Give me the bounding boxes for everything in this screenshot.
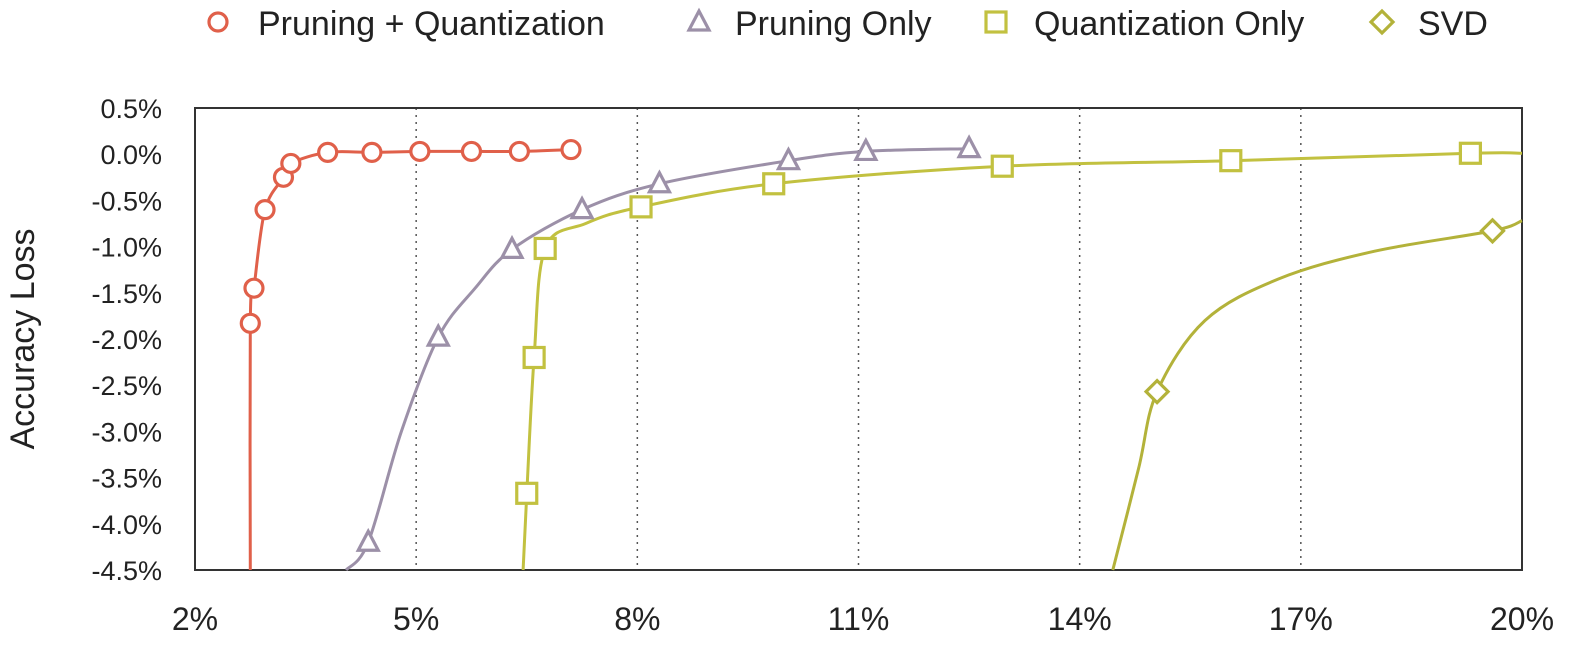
- y-tick-label: 0.5%: [100, 94, 162, 124]
- data-point-svd: [1479, 217, 1506, 245]
- data-point-pruning-quantization: [243, 277, 265, 299]
- data-point-pruning-quantization: [239, 312, 261, 334]
- data-point-quantization-only: [522, 345, 546, 370]
- data-point-quantization-only: [533, 236, 557, 261]
- data-point-pruning-quantization: [280, 152, 302, 175]
- plot-frame: [194, 107, 1523, 571]
- y-tick-label: -2.0%: [91, 325, 162, 355]
- y-tick-label: -0.5%: [91, 186, 162, 216]
- data-point-quantization-only: [1458, 141, 1482, 165]
- series-line-svd: [1111, 219, 1523, 571]
- y-tick-label: -4.5%: [91, 556, 162, 586]
- data-point-quantization-only: [629, 195, 653, 219]
- legend-label-pruning-only: Pruning Only: [735, 5, 932, 43]
- data-point-svd: [1143, 378, 1171, 405]
- data-point-pruning-only: [775, 146, 802, 171]
- data-point-pruning-quantization: [508, 140, 530, 163]
- legend-label-svd: SVD: [1418, 5, 1488, 43]
- legend-marker-svd: [1368, 8, 1396, 36]
- series-line-pruning-only: [344, 147, 970, 572]
- series-line-quantization-only: [521, 151, 1523, 571]
- data-point-quantization-only: [1219, 149, 1243, 173]
- data-point-pruning-only: [499, 234, 525, 259]
- data-point-pruning-only: [569, 195, 595, 220]
- data-point-pruning-only: [853, 136, 879, 162]
- y-tick-label: -3.5%: [91, 464, 162, 494]
- data-point-pruning-quantization: [460, 140, 483, 163]
- marker-layer: [239, 134, 1506, 552]
- x-tick-label: 2%: [172, 601, 218, 637]
- data-point-pruning-quantization: [254, 199, 276, 221]
- data-point-pruning-only: [355, 527, 381, 552]
- curve-layer: [248, 147, 1523, 572]
- data-point-quantization-only: [990, 154, 1014, 178]
- data-point-pruning-only: [646, 169, 673, 194]
- x-tick-label: 11%: [828, 601, 890, 637]
- y-tick-label: -1.0%: [91, 233, 162, 263]
- data-point-quantization-only: [762, 172, 786, 196]
- y-tick-label: -1.5%: [91, 279, 162, 309]
- y-tick-label: -3.0%: [91, 417, 162, 447]
- legend-label-pruning-quantization: Pruning + Quantization: [258, 5, 605, 43]
- x-tick-labels: 2% 5% 8% 11% 14% 17% 20%: [172, 601, 1554, 637]
- data-point-pruning-quantization: [317, 141, 339, 163]
- legend-marker-quantization-only: [984, 10, 1008, 34]
- data-point-pruning-only: [956, 134, 982, 159]
- x-tick-label: 14%: [1048, 601, 1112, 637]
- data-point-pruning-quantization: [361, 141, 383, 163]
- x-tick-label: 5%: [393, 601, 439, 637]
- y-axis-title: Accuracy Loss: [4, 228, 42, 449]
- data-point-pruning-quantization: [409, 140, 431, 163]
- y-tick-label: 0.0%: [100, 140, 162, 170]
- x-tick-label: 8%: [614, 601, 660, 637]
- grid-layer: [415, 108, 1302, 570]
- data-point-pruning-only: [425, 322, 451, 347]
- y-tick-labels: 0.5% 0.0% -0.5% -1.0% -1.5% -2.0% -2.5% -3.0% -3…: [91, 94, 162, 586]
- y-tick-label: -2.5%: [91, 371, 162, 401]
- legend: Pruning + Quantization Pruning Only Quanti…: [207, 5, 1488, 43]
- data-point-pruning-quantization: [560, 138, 582, 161]
- legend-marker-pruning-quantization: [207, 11, 229, 33]
- x-tick-label: 17%: [1269, 601, 1333, 637]
- y-tick-label: -4.0%: [91, 510, 162, 540]
- data-point-quantization-only: [515, 481, 539, 505]
- legend-marker-pruning-only: [686, 7, 712, 32]
- legend-label-quantization-only: Quantization Only: [1034, 5, 1304, 43]
- x-tick-label: 20%: [1490, 601, 1554, 637]
